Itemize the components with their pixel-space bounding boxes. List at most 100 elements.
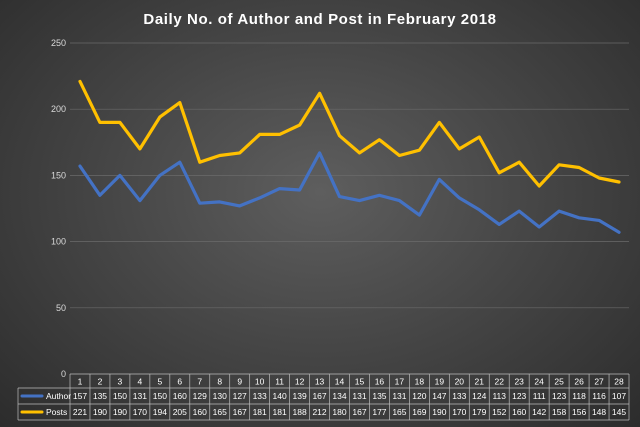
x-tick-label: 24 [534,377,544,387]
y-tick-label: 200 [51,104,66,114]
data-label: 148 [592,407,606,417]
data-label: 160 [193,407,207,417]
x-tick-label: 20 [455,377,465,387]
x-tick-label: 22 [494,377,504,387]
data-label: 131 [392,391,406,401]
y-tick-label: 250 [51,38,66,48]
chart-title: Daily No. of Author and Post in February… [143,11,496,28]
x-tick-label: 7 [197,377,202,387]
data-label: 127 [233,391,247,401]
data-label: 194 [153,407,167,417]
data-label: 140 [273,391,287,401]
data-label: 142 [532,407,546,417]
data-label: 120 [412,391,426,401]
x-tick-label: 28 [614,377,624,387]
x-tick-label: 19 [435,377,445,387]
data-label: 134 [332,391,346,401]
x-tick-label: 8 [217,377,222,387]
series-line-author [78,151,621,234]
data-label: 160 [173,391,187,401]
y-tick-label: 0 [61,369,66,379]
data-label: 179 [472,407,486,417]
data-label: 135 [372,391,386,401]
data-label: 123 [552,391,566,401]
data-label: 157 [73,391,87,401]
data-label: 190 [113,407,127,417]
y-tick-label: 50 [56,303,66,313]
series-lines [78,79,621,234]
data-label: 170 [452,407,466,417]
x-tick-label: 18 [415,377,425,387]
x-tick-label: 21 [475,377,485,387]
data-label: 190 [93,407,107,417]
x-tick-label: 13 [315,377,325,387]
data-table: 1 2 3 4 5 6 7 8 9 10 11 12 13 14 15 16 17 18 19 20 21 22 23 24 2… [17,373,630,421]
legend-label-posts: Posts [46,407,67,417]
data-label: 181 [273,407,287,417]
data-label: 167 [233,407,247,417]
data-label: 165 [392,407,406,417]
data-label: 116 [592,391,606,401]
x-tick-label: 3 [118,377,123,387]
x-tick-label: 12 [295,377,305,387]
x-tick-label: 25 [554,377,564,387]
x-tick-label: 5 [157,377,162,387]
data-label: 169 [412,407,426,417]
data-label: 150 [153,391,167,401]
data-label: 190 [432,407,446,417]
data-label: 131 [352,391,366,401]
data-label: 150 [113,391,127,401]
x-tick-label: 9 [237,377,242,387]
y-tick-label: 100 [51,237,66,247]
data-label: 129 [193,391,207,401]
data-label: 152 [492,407,506,417]
data-label: 181 [253,407,267,417]
x-tick-label: 27 [594,377,604,387]
data-label: 180 [332,407,346,417]
data-label: 107 [612,391,626,401]
data-label: 212 [312,407,326,417]
series-line-posts [78,79,621,188]
data-label: 124 [472,391,486,401]
x-tick-label: 17 [395,377,405,387]
x-tick-label: 15 [355,377,365,387]
x-tick-label: 10 [255,377,265,387]
data-label: 133 [253,391,267,401]
data-label: 160 [512,407,526,417]
gridlines [70,42,629,309]
legend-label-author: Author [46,391,71,401]
data-label: 205 [173,407,187,417]
data-label: 156 [572,407,586,417]
data-label: 131 [133,391,147,401]
data-label: 221 [73,407,87,417]
data-label: 188 [292,407,306,417]
y-axis-tick-labels: 0 50 100 150 200 250 [51,38,66,379]
data-label: 167 [352,407,366,417]
x-tick-label: 23 [514,377,524,387]
data-label: 167 [312,391,326,401]
x-tick-label: 6 [177,377,182,387]
data-label: 133 [452,391,466,401]
data-label: 111 [533,391,546,401]
x-tick-label: 11 [275,377,284,387]
x-tick-label: 2 [98,377,103,387]
x-tick-label: 16 [375,377,385,387]
x-tick-label: 26 [574,377,584,387]
data-label: 118 [572,391,586,401]
data-label: 135 [93,391,107,401]
data-label: 113 [492,391,506,401]
y-tick-label: 150 [51,170,66,180]
x-tick-label: 14 [335,377,345,387]
data-label: 147 [432,391,446,401]
data-label: 123 [512,391,526,401]
data-label: 158 [552,407,566,417]
data-label: 177 [372,407,386,417]
data-label: 145 [612,407,626,417]
x-tick-label: 1 [78,377,83,387]
x-tick-label: 4 [138,377,143,387]
data-label: 165 [213,407,227,417]
data-label: 130 [213,391,227,401]
data-label: 170 [133,407,147,417]
